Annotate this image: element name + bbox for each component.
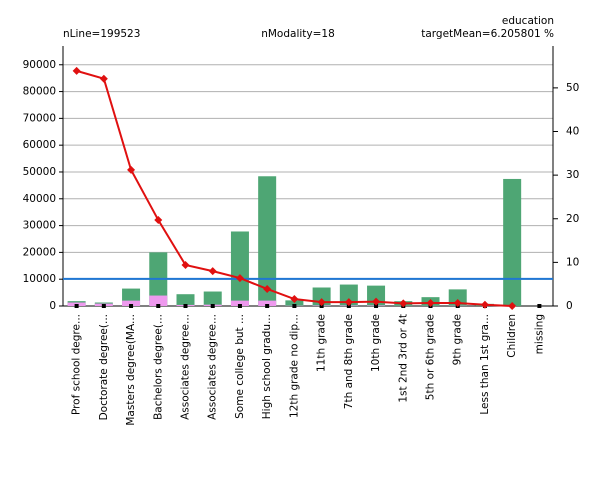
- y-tick-label: 40000: [23, 193, 56, 205]
- bar: [176, 294, 195, 306]
- x-tick-label: Less than 1st gra...: [479, 314, 491, 415]
- y2-tick-label: 10: [566, 256, 579, 268]
- x-tick-label: Associates degree...: [207, 314, 219, 420]
- line-marker: [235, 274, 244, 283]
- x-tick-label: missing: [533, 314, 545, 354]
- bar: [230, 300, 249, 306]
- bar: [230, 231, 249, 306]
- x-tick: [183, 304, 188, 308]
- header-center: nModality=18: [261, 28, 335, 40]
- y-tick-label: 0: [49, 300, 56, 312]
- x-tick-label: Masters degree(MA...: [125, 314, 137, 426]
- x-tick-label: 11th grade: [316, 314, 328, 372]
- y-tick-label: 90000: [23, 59, 56, 71]
- x-tick-label: 9th grade: [452, 314, 464, 365]
- line-marker: [127, 165, 136, 174]
- bar: [503, 178, 522, 306]
- line-marker: [290, 295, 299, 304]
- line-marker: [181, 260, 190, 269]
- x-tick-label: Bachelors degree(...: [152, 314, 164, 420]
- x-tick: [156, 304, 161, 308]
- header-left: nLine=199523: [63, 28, 140, 40]
- y2-tick-label: 50: [566, 82, 579, 94]
- line-marker: [372, 297, 381, 306]
- line: [76, 69, 513, 307]
- x-tick: [74, 304, 79, 308]
- x-tick: [374, 304, 379, 308]
- chart-title: education: [502, 15, 554, 27]
- line-marker: [263, 284, 272, 293]
- line-marker: [426, 298, 435, 307]
- x-tick: [129, 304, 134, 308]
- x-tick-label: Prof school degre...: [71, 314, 83, 415]
- x-tick-label: 7th and 8th grade: [343, 314, 355, 409]
- x-tick-label: 1st 2nd 3rd or 4t: [397, 314, 409, 403]
- x-tick: [292, 304, 297, 308]
- y2-tick-label: 40: [566, 126, 579, 138]
- y2-tick-label: 30: [566, 169, 579, 181]
- y-tick-label: 50000: [23, 166, 56, 178]
- line-marker: [208, 267, 217, 276]
- bar: [203, 291, 222, 306]
- bar: [122, 300, 141, 306]
- bar: [258, 300, 277, 306]
- x-tick-label: Associates degree...: [180, 314, 192, 420]
- header-right: targetMean=6.205801 %: [421, 28, 554, 40]
- y-tick-label: 20000: [23, 246, 56, 258]
- line-marker: [72, 66, 81, 75]
- y2-tick-label: 20: [566, 213, 579, 225]
- x-tick-label: 12th grade no dip...: [288, 314, 300, 418]
- line-marker: [344, 298, 353, 307]
- bar: [339, 284, 358, 306]
- y-tick-label: 10000: [23, 273, 56, 285]
- line-marker: [480, 300, 489, 309]
- line-marker: [399, 299, 408, 308]
- line-marker: [508, 302, 517, 310]
- x-tick-label: 10th grade: [370, 314, 382, 372]
- bar: [258, 176, 277, 306]
- bar: [285, 300, 304, 306]
- line-marker: [99, 74, 108, 83]
- bar: [448, 289, 467, 306]
- line-marker: [453, 298, 462, 307]
- x-tick: [265, 304, 270, 308]
- x-tick-label: Some college but ...: [234, 314, 246, 419]
- x-tick-label: Doctorate degree(...: [98, 314, 110, 420]
- line-marker: [154, 216, 163, 225]
- y-tick-label: 80000: [23, 86, 56, 98]
- y2-tick-label: 0: [566, 300, 573, 312]
- y-tick-label: 60000: [23, 139, 56, 151]
- x-tick-label: 5th or 6th grade: [425, 314, 437, 400]
- x-tick: [237, 304, 242, 308]
- y-tick-label: 70000: [23, 112, 56, 124]
- y-tick-label: 30000: [23, 220, 56, 232]
- x-tick-label: High school gradu...: [261, 314, 273, 419]
- line-marker: [317, 298, 326, 307]
- bar: [149, 295, 168, 306]
- x-tick: [101, 304, 106, 308]
- x-tick: [537, 304, 542, 308]
- x-tick: [210, 304, 215, 308]
- x-tick-label: Children: [506, 314, 518, 358]
